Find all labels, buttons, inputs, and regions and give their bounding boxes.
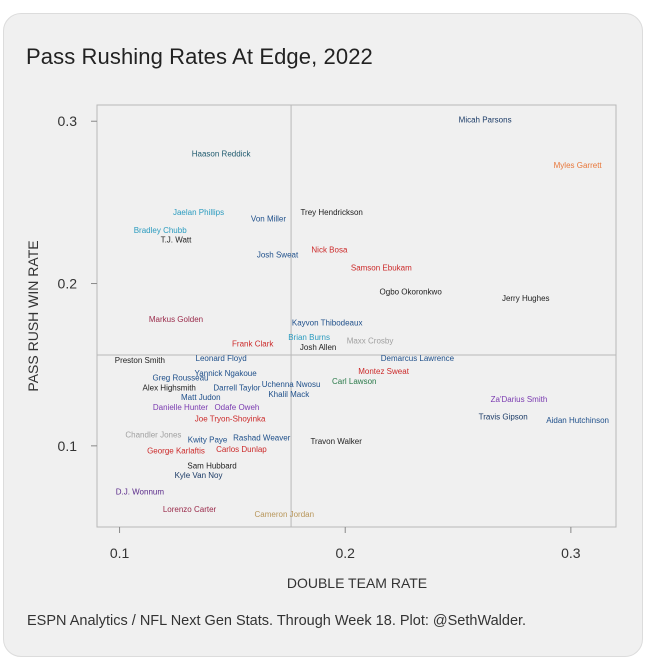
player-point-label: Kyle Van Noy (175, 471, 223, 480)
player-point-label: Cameron Jordan (254, 510, 314, 519)
player-point-label: Carl Lawson (332, 377, 376, 386)
x-tick-label: 0.1 (110, 545, 130, 561)
player-point-label: Myles Garrett (554, 161, 603, 170)
player-point-label: Khalil Mack (268, 390, 310, 399)
player-point-label: T.J. Watt (161, 236, 193, 245)
player-point-label: Trey Hendrickson (300, 208, 362, 217)
player-point-label: Joe Tryon-Shoyinka (195, 414, 266, 423)
player-point-label: Jaelan Phillips (173, 208, 224, 217)
player-point-label: Carlos Dunlap (216, 445, 267, 454)
player-point-label: Josh Sweat (257, 250, 299, 259)
player-point-label: Leonard Floyd (196, 354, 247, 363)
axis-ticks: 0.1 0.2 0.3 0.1 0.2 0.3 (58, 113, 581, 561)
player-point-label: Za'Darius Smith (491, 395, 548, 404)
player-point-label: Matt Judon (181, 393, 221, 402)
player-point-label: Montez Sweat (358, 367, 409, 376)
player-point-label: Demarcus Lawrence (381, 354, 455, 363)
player-point-label: D.J. Wonnum (116, 487, 165, 496)
y-axis-title: PASS RUSH WIN RATE (25, 240, 41, 391)
reference-lines (97, 105, 616, 527)
player-point-label: Rashad Weaver (233, 434, 291, 443)
player-point-label: Jerry Hughes (502, 294, 550, 303)
player-point-label: Frank Clark (232, 340, 274, 349)
player-point-label: Brian Burns (288, 333, 330, 342)
player-point-label: Sam Hubbard (187, 461, 236, 470)
chart-card (3, 13, 643, 657)
player-point-label: Chandler Jones (125, 430, 181, 439)
chart-title: Pass Rushing Rates At Edge, 2022 (26, 44, 373, 69)
player-point-label: Samson Ebukam (351, 263, 412, 272)
player-point-label: Aidan Hutchinson (546, 416, 609, 425)
player-point-label: Ogbo Okoronkwo (380, 288, 443, 297)
player-point-label: Yannick Ngakoue (195, 369, 258, 378)
plot-frame (96, 104, 617, 528)
player-point-label: Kayvon Thibodeaux (292, 318, 363, 327)
player-point-label: Von Miller (251, 215, 286, 224)
data-labels: Micah Parsons Myles Garrett Haason Reddick… (115, 116, 609, 519)
player-point-label: Travon Walker (310, 437, 362, 446)
player-point-label: Markus Golden (149, 315, 203, 324)
player-point-label: Greg Rousseau (152, 374, 208, 383)
y-tick-label: 0.2 (58, 276, 78, 292)
player-point-label: Maxx Crosby (347, 336, 394, 345)
player-point-label: Bradley Chubb (134, 226, 187, 235)
y-tick-label: 0.3 (58, 113, 78, 129)
player-point-label: Micah Parsons (459, 116, 512, 125)
player-point-label: Odafe Oweh (214, 403, 259, 412)
y-tick-label: 0.1 (58, 438, 78, 454)
player-point-label: Preston Smith (115, 356, 165, 365)
x-tick-label: 0.3 (561, 545, 581, 561)
x-axis-title: DOUBLE TEAM RATE (287, 575, 427, 591)
player-point-label: Haason Reddick (192, 150, 252, 159)
player-point-label: Uchenna Nwosu (262, 380, 321, 389)
x-tick-label: 0.2 (335, 545, 355, 561)
player-point-label: Nick Bosa (311, 245, 348, 254)
player-point-label: Lorenzo Carter (163, 505, 217, 514)
chart-caption: ESPN Analytics / NFL Next Gen Stats. Thr… (27, 613, 527, 629)
player-point-label: Travis Gipson (479, 413, 528, 422)
player-point-label: Darrell Taylor (213, 383, 260, 392)
player-point-label: Alex Highsmith (143, 383, 196, 392)
player-point-label: George Karlaftis (147, 447, 205, 456)
player-point-label: Josh Allen (300, 343, 336, 352)
player-point-label: Danielle Hunter (153, 403, 208, 412)
player-point-label: Kwity Paye (188, 435, 228, 444)
